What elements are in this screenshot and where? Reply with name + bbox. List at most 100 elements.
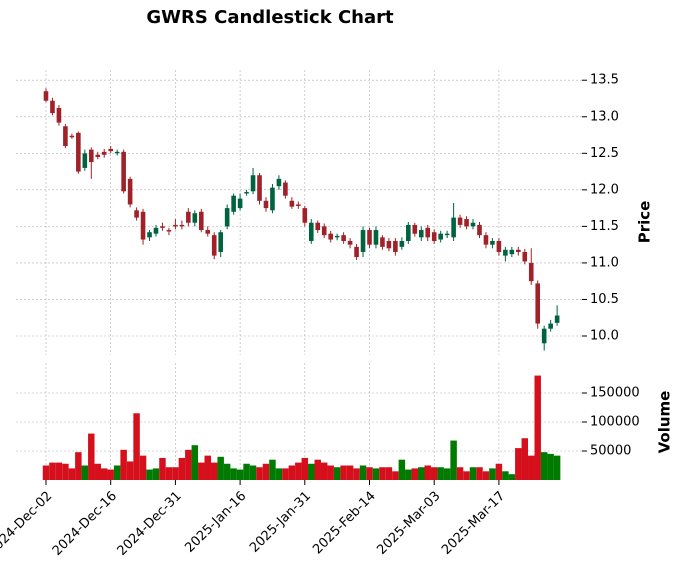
y2-tick-label: 50000: [590, 443, 631, 458]
y-tick-label: 13.5: [590, 73, 619, 88]
candle-body: [328, 233, 333, 240]
volume-bar: [308, 463, 315, 480]
volume-bar: [547, 453, 554, 480]
volume-bar: [275, 468, 283, 480]
candle-body: [69, 135, 75, 138]
candle-body: [224, 208, 230, 227]
candle-body: [127, 178, 133, 205]
candle-body: [88, 149, 94, 163]
y2-tick-label: 150000: [590, 385, 640, 400]
volume-bar: [392, 471, 399, 480]
volume-bar: [81, 465, 89, 480]
volume-bar: [456, 467, 464, 480]
volume-bar: [476, 467, 483, 480]
candle-body: [412, 224, 418, 234]
volume-bar: [172, 467, 179, 480]
volume-bar: [236, 469, 244, 480]
volume-bar: [469, 467, 477, 480]
candle-body: [528, 262, 534, 282]
volume-bar: [320, 462, 328, 480]
volume-bar: [113, 465, 121, 480]
volume-bar: [49, 462, 56, 480]
candle-body: [360, 230, 366, 252]
y2-axis-label: Volume: [656, 391, 674, 454]
volume-bar: [295, 462, 302, 480]
volume-bar: [88, 433, 95, 480]
volume-bar: [443, 468, 451, 480]
volume-bar: [107, 469, 114, 480]
y-tick-label: 10.5: [590, 292, 619, 307]
volume-bar: [75, 452, 82, 480]
volume-bar: [139, 455, 147, 480]
volume-bar: [146, 469, 153, 480]
volume-bar: [120, 449, 127, 480]
volume-bar: [430, 467, 438, 480]
candle-body: [63, 126, 68, 146]
volume-bar: [372, 468, 380, 480]
candle-body: [121, 151, 126, 192]
candle-body: [179, 224, 185, 227]
candle-body: [231, 195, 236, 212]
candle-body: [276, 178, 282, 187]
candle-body: [315, 222, 321, 231]
volume-bar: [450, 440, 457, 480]
candle-body: [244, 192, 249, 194]
candle-body: [76, 132, 81, 172]
candle-body: [82, 153, 88, 168]
candle-body: [399, 241, 405, 247]
y2-tick-label: 100000: [590, 414, 640, 429]
y-tick-label: 11.5: [590, 219, 619, 234]
volume-bar: [185, 449, 192, 480]
candle-body: [270, 187, 275, 211]
volume-bar: [42, 465, 50, 480]
candle-body: [393, 241, 398, 252]
candle-body: [451, 217, 456, 238]
candle-body: [548, 323, 553, 329]
volume-bar: [165, 467, 173, 480]
candle-body: [341, 235, 346, 241]
volume-bar: [210, 462, 218, 480]
candle-body: [211, 235, 217, 256]
volume-bar: [333, 467, 341, 480]
volume-bar: [223, 463, 231, 480]
candle-body: [296, 204, 301, 206]
candle-body: [483, 235, 489, 245]
volume-bar: [553, 455, 561, 480]
volume-bar: [346, 465, 354, 480]
x-tick-label: 2025-Jan-31: [247, 489, 314, 556]
volume-bar: [262, 463, 270, 480]
volume-bar: [521, 438, 529, 480]
volume-bar: [314, 459, 321, 480]
volume-bar: [204, 455, 211, 480]
candle-body: [535, 283, 541, 324]
volume-bar: [230, 468, 237, 480]
volume-bar: [482, 471, 490, 480]
candle-body: [134, 210, 139, 218]
candle-body: [334, 235, 340, 238]
volume-bar: [379, 467, 386, 480]
volume-bar: [288, 465, 296, 480]
candle-body: [263, 200, 269, 209]
candle-body: [367, 230, 372, 245]
volume-bar: [126, 461, 134, 480]
volume-bar: [133, 413, 140, 480]
volume-bar: [398, 459, 406, 480]
candle-body: [490, 241, 495, 245]
volume-bar: [301, 457, 309, 480]
candle-body: [101, 151, 107, 155]
candle-body: [114, 151, 120, 154]
x-tick-label: 2025-Mar-17: [439, 489, 508, 558]
volume-bar: [463, 471, 470, 480]
candle-body: [503, 249, 508, 256]
volume-bar: [62, 463, 69, 480]
volume-bar: [359, 465, 367, 480]
candle-body: [50, 100, 55, 114]
candle-body: [237, 198, 243, 209]
candle-body: [308, 222, 314, 241]
candle-body: [373, 230, 379, 245]
candle-body: [283, 182, 288, 196]
volume-bar: [495, 463, 503, 480]
candle-body: [192, 213, 198, 223]
candle-body: [205, 230, 211, 234]
candle-body: [516, 249, 521, 252]
